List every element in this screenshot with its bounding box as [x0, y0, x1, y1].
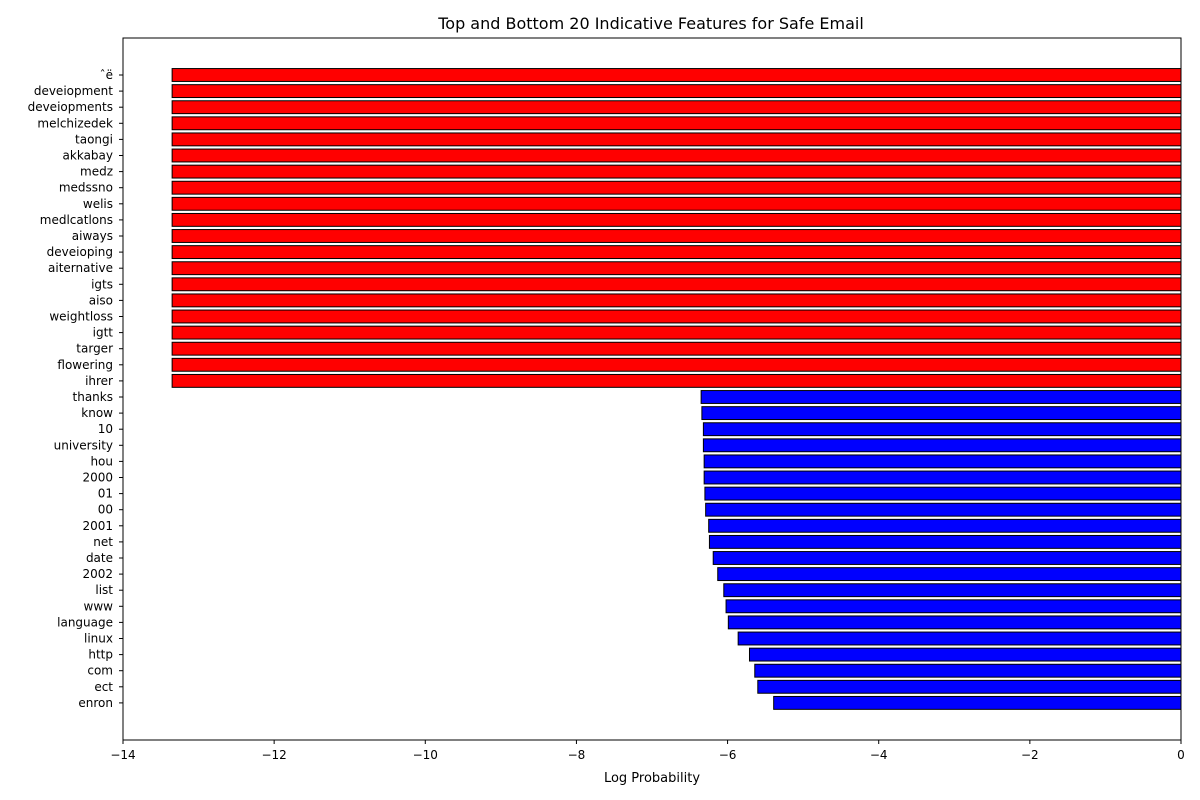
bar: [717, 567, 1182, 582]
bar: [171, 373, 1182, 388]
plot-frame: [122, 37, 1182, 741]
category-label: 2000: [82, 471, 113, 485]
bar: [725, 599, 1182, 614]
x-tick-label: −12: [261, 748, 286, 762]
bar: [702, 422, 1182, 437]
category-label: flowering: [57, 358, 113, 372]
category-label: http: [88, 648, 113, 662]
x-axis-ticks: −14 −12 −10 −8 −6 −4 −2 0: [110, 740, 1185, 762]
bar: [171, 100, 1182, 115]
bar: [171, 245, 1182, 260]
category-labels: ˆë deveiopment deveiopments melchizedek taon…: [28, 68, 123, 710]
bar: [171, 341, 1182, 356]
bar: [773, 695, 1182, 710]
category-label: www: [84, 599, 114, 613]
bar: [708, 518, 1182, 533]
bar: [171, 116, 1182, 131]
x-tick-label: −2: [1021, 748, 1039, 762]
bar: [171, 196, 1182, 211]
category-label: know: [81, 406, 113, 420]
category-label: aiso: [89, 293, 113, 307]
category-label: taongi: [75, 132, 113, 146]
x-axis-label: Log Probability: [604, 771, 700, 786]
category-label: deveiopment: [34, 84, 113, 98]
bar: [171, 261, 1182, 276]
category-label: 00: [98, 503, 113, 517]
category-label: hou: [90, 454, 113, 468]
bar: [171, 68, 1182, 82]
bars: [171, 68, 1182, 710]
x-tick-label: −6: [719, 748, 737, 762]
category-label: deveioping: [47, 245, 113, 259]
bar: [703, 454, 1182, 469]
category-label: net: [93, 535, 113, 549]
bar: [737, 631, 1182, 646]
bar: [754, 663, 1182, 678]
category-label: date: [86, 551, 113, 565]
category-label: 2002: [82, 567, 113, 581]
bar: [705, 502, 1182, 517]
bar: [171, 357, 1182, 372]
category-label: weightloss: [49, 310, 113, 324]
bar: [757, 679, 1182, 694]
bar: [171, 132, 1182, 147]
category-label: enron: [78, 696, 113, 710]
bar: [701, 406, 1182, 421]
category-label: com: [87, 664, 113, 678]
category-label: ect: [94, 680, 113, 694]
category-label: medz: [80, 165, 113, 179]
bar: [171, 325, 1182, 340]
category-label: igtt: [93, 326, 114, 340]
bar: [171, 309, 1182, 324]
bar: [171, 84, 1182, 99]
category-label: akkabay: [63, 149, 113, 163]
bar: [700, 390, 1182, 404]
bar: [171, 164, 1182, 179]
category-label: deveiopments: [28, 100, 113, 114]
category-label: 01: [98, 487, 113, 501]
category-label: ˆë: [100, 68, 113, 82]
bar: [723, 583, 1182, 598]
x-tick-label: −14: [110, 748, 135, 762]
bar: [727, 615, 1182, 630]
category-label: ihrer: [85, 374, 113, 388]
category-label: melchizedek: [37, 116, 113, 130]
category-label: aiternative: [48, 261, 113, 275]
bar: [703, 470, 1182, 485]
category-label: welis: [83, 197, 113, 211]
bar: [704, 486, 1182, 501]
bar: [171, 293, 1182, 308]
bar: [171, 180, 1182, 195]
bar: [171, 229, 1182, 243]
chart-title: Top and Bottom 20 Indicative Features fo…: [437, 14, 864, 33]
category-label: list: [95, 583, 113, 597]
category-label: university: [54, 438, 113, 452]
x-tick-label: −10: [413, 748, 438, 762]
category-label: medlcatlons: [40, 213, 113, 227]
bar: [712, 551, 1182, 565]
bar: [171, 148, 1182, 163]
x-tick-label: 0: [1177, 748, 1185, 762]
x-tick-label: −4: [870, 748, 888, 762]
x-tick-label: −8: [568, 748, 586, 762]
bar: [171, 212, 1182, 227]
category-label: language: [57, 615, 113, 629]
category-label: 2001: [82, 519, 113, 533]
bar: [171, 277, 1182, 292]
category-label: thanks: [73, 390, 113, 404]
category-label: linux: [84, 632, 113, 646]
bar: [708, 534, 1182, 549]
category-label: 10: [98, 422, 113, 436]
category-label: medssno: [59, 181, 113, 195]
bar: [748, 647, 1182, 662]
category-label: aiways: [72, 229, 113, 243]
category-label: igts: [91, 277, 113, 291]
category-label: targer: [76, 342, 113, 356]
bar: [702, 438, 1182, 453]
